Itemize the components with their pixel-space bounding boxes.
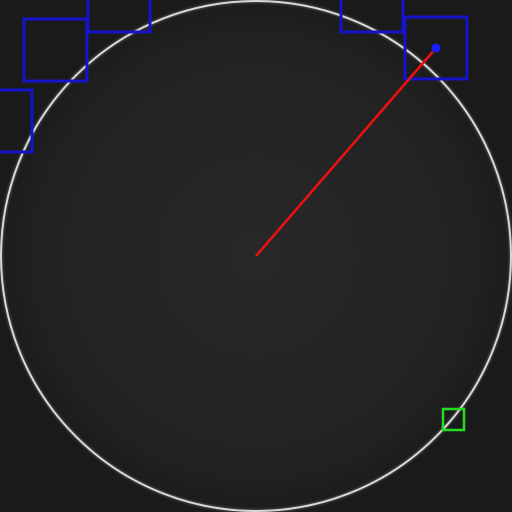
roi-box — [339, 0, 405, 34]
measurement-line — [255, 47, 437, 257]
roi-box — [0, 88, 34, 154]
roi-box — [403, 15, 469, 81]
roi-box — [22, 17, 89, 83]
endpoint-dot-icon — [431, 43, 441, 53]
marker-box — [441, 407, 466, 432]
roi-box — [86, 0, 152, 34]
